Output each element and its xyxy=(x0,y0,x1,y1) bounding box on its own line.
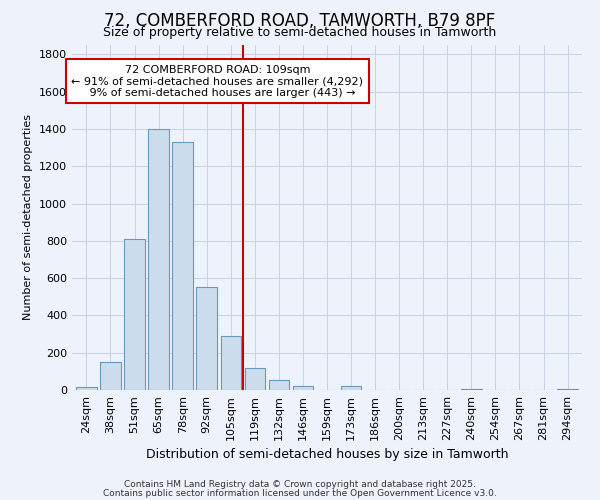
Bar xyxy=(172,142,193,390)
Bar xyxy=(341,386,361,390)
Text: Size of property relative to semi-detached houses in Tamworth: Size of property relative to semi-detach… xyxy=(103,26,497,39)
Bar xyxy=(148,129,169,390)
Bar xyxy=(293,386,313,390)
X-axis label: Distribution of semi-detached houses by size in Tamworth: Distribution of semi-detached houses by … xyxy=(146,448,508,462)
Text: Contains public sector information licensed under the Open Government Licence v3: Contains public sector information licen… xyxy=(103,488,497,498)
Text: Contains HM Land Registry data © Crown copyright and database right 2025.: Contains HM Land Registry data © Crown c… xyxy=(124,480,476,489)
Bar xyxy=(245,368,265,390)
Bar xyxy=(557,388,578,390)
Bar xyxy=(124,239,145,390)
Bar xyxy=(269,380,289,390)
Text: 72, COMBERFORD ROAD, TAMWORTH, B79 8PF: 72, COMBERFORD ROAD, TAMWORTH, B79 8PF xyxy=(104,12,496,30)
Bar xyxy=(100,362,121,390)
Bar xyxy=(461,389,482,390)
Bar xyxy=(221,336,241,390)
Y-axis label: Number of semi-detached properties: Number of semi-detached properties xyxy=(23,114,34,320)
Text: 72 COMBERFORD ROAD: 109sqm
← 91% of semi-detached houses are smaller (4,292)
   : 72 COMBERFORD ROAD: 109sqm ← 91% of semi… xyxy=(71,64,364,98)
Bar xyxy=(196,288,217,390)
Bar xyxy=(76,387,97,390)
